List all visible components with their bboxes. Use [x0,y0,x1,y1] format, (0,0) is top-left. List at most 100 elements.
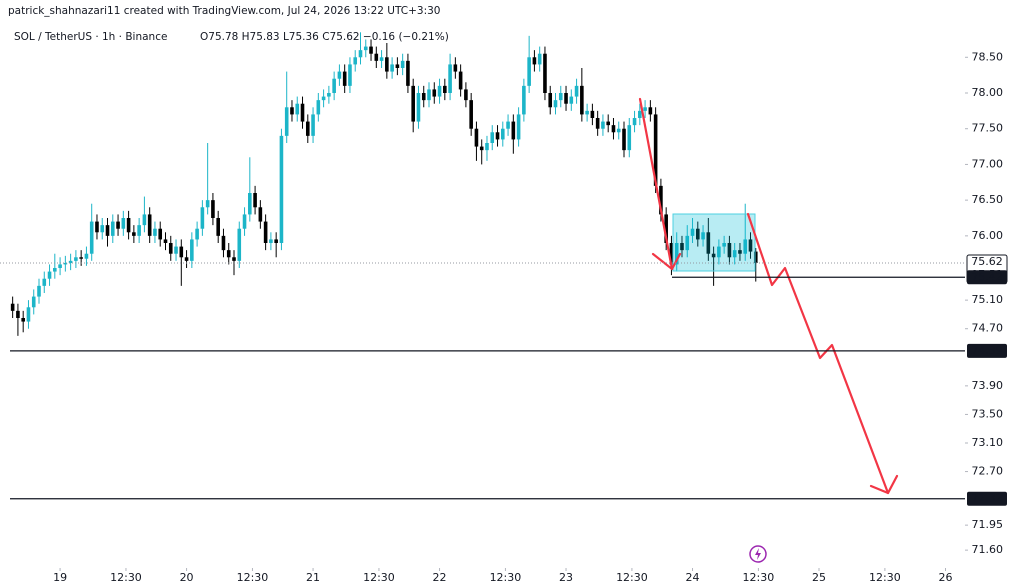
candle-body [743,239,748,254]
candle-body [53,268,57,272]
candle-body [153,228,157,236]
candle-body [622,128,626,151]
icon[interactable] [749,545,767,563]
y-tick-label: 75.10 [972,293,1004,306]
candle-body [221,235,226,251]
candle-body [68,260,73,263]
candle-body [590,110,595,118]
candle-body [490,132,495,143]
candle-body [390,64,394,72]
candle-body [321,96,326,101]
candle-body [110,221,115,236]
candle-body [105,225,110,236]
candle-body [732,250,737,258]
candle-body [674,243,679,265]
candle-body [348,64,352,86]
candle-body [263,221,268,243]
candle-body [411,85,415,122]
candle-body [427,89,431,101]
candle-body [116,221,120,229]
candle-body [74,257,78,261]
candle-body [400,60,405,68]
ohlc-legend: O75.78 H75.83 L75.36 C75.62 −0.16 (−0.21… [200,31,449,43]
candle-body [553,100,558,108]
candle-body [179,246,184,258]
candle-body [627,125,632,151]
candle-body [16,310,20,318]
candle-body [137,225,141,236]
candle-body [564,93,568,104]
candle-body [753,251,758,263]
candle-body [659,185,663,215]
candle-body [748,239,753,252]
candle-body [269,239,273,243]
x-tick-label: 12:30 [363,571,395,584]
candle-body [453,64,458,72]
x-tick-label: 24 [686,571,700,584]
candle-body [174,246,178,254]
header: patrick_shahnazari11 created with Tradin… [8,5,441,17]
candle-body [216,218,220,236]
x-tick-label: 12:30 [490,571,522,584]
candle-body [601,121,605,129]
candle-body [606,121,610,126]
candle-body [738,250,742,254]
candle-body [79,257,83,259]
candle-body [479,146,484,151]
candle-body [21,318,25,322]
icon-circle[interactable] [749,545,767,563]
candle-body [685,235,690,251]
candle-body [26,307,31,322]
candle-body [311,114,315,136]
x-tick-label: 12:30 [869,571,901,584]
y-tick-label: 78.00 [972,86,1004,99]
level-label: 75.42 [971,270,1003,283]
candle-body [395,64,400,68]
candle-body [142,214,147,226]
y-tick-label: 72.70 [972,465,1004,478]
y-tick-label: 77.50 [972,122,1004,135]
candle-body [205,200,210,208]
candle-body [305,121,310,136]
candle-body [163,239,168,243]
level-box [967,491,1007,506]
candle-body [701,232,705,240]
candle-body [653,114,658,186]
candle-body [558,93,563,101]
candle-body [369,46,373,54]
candle-body [527,57,531,86]
candle-body [643,107,647,111]
candle-body [37,285,41,297]
candle-body [695,228,700,240]
candle-body [63,263,68,265]
candle-body [406,60,410,86]
candle-body [632,118,637,126]
y-tick-label: 78.50 [972,50,1004,63]
x-tick-label: 20 [180,571,194,584]
arrow-head [651,252,682,271]
arrow-head [869,474,899,495]
icon-bolt[interactable] [755,548,761,560]
candle-body [47,271,52,279]
candle-body [232,257,236,261]
candle-body [638,110,642,118]
candle-body [10,303,15,311]
candle-body [580,85,584,115]
candle-body [443,85,447,93]
y-tick-label: 71.95 [972,518,1004,531]
arrow-line [638,97,674,271]
candle-body [458,71,463,90]
y-tick-label: 73.50 [972,407,1004,420]
candle-body [711,253,716,258]
candle-body [669,243,674,265]
candle-body [353,57,358,65]
y-tick-label: 77.00 [972,157,1004,170]
candle-body [548,93,553,108]
candle-body [532,57,537,65]
candle-body [421,93,426,101]
candle-body [258,207,263,222]
candle-body [585,110,589,115]
candle-body [89,221,94,254]
candle-body [569,96,574,104]
